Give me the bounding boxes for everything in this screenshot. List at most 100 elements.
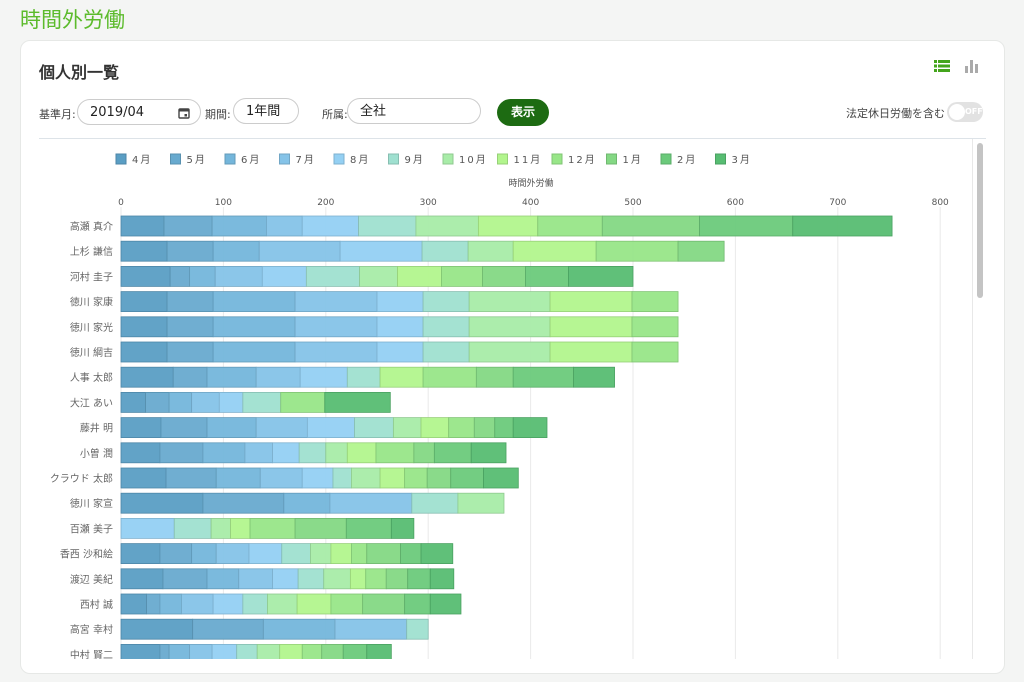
- bar-segment: [120, 568, 164, 590]
- bar-segment: [350, 467, 381, 489]
- toggle-knob: [949, 104, 965, 120]
- row-label: 高宮 幸村: [70, 623, 113, 636]
- bar-segment: [280, 391, 326, 413]
- bar-segment: [294, 341, 378, 363]
- bar-segment: [120, 215, 165, 237]
- legend-label: 10月: [459, 154, 488, 166]
- bar-segment: [297, 568, 325, 590]
- bar-segment: [192, 618, 264, 640]
- row-label: 徳川 家光: [70, 321, 113, 334]
- bar-segment: [404, 593, 431, 615]
- bar-segment: [212, 240, 260, 262]
- bar-segment: [537, 215, 603, 237]
- bar-segment: [366, 543, 401, 565]
- bar-segment: [120, 266, 171, 287]
- bar-segment: [145, 391, 170, 413]
- bar-segment: [120, 492, 204, 514]
- legend-swatch: [388, 153, 399, 165]
- bar-segment: [256, 643, 281, 659]
- bar-segment: [172, 366, 208, 388]
- period-select[interactable]: 1年間: [233, 98, 299, 124]
- bar-segment: [332, 467, 352, 489]
- bar-segment: [283, 492, 331, 514]
- base-month-input[interactable]: 2019/04: [77, 99, 201, 125]
- bar-segment: [159, 442, 204, 464]
- holiday-work-label: 法定休日労働を含む: [846, 107, 945, 120]
- calendar-icon[interactable]: [178, 107, 190, 119]
- bar-segment: [429, 593, 462, 615]
- legend-swatch: [660, 153, 672, 165]
- chart-scrollbar[interactable]: [972, 139, 987, 659]
- bar-segment: [407, 568, 431, 590]
- bar-segment: [422, 341, 470, 363]
- bar-segment: [146, 593, 161, 615]
- bar-segment: [120, 543, 161, 565]
- bar-segment: [215, 467, 261, 489]
- bar-segment: [210, 517, 231, 539]
- row-label: 高瀬 真介: [70, 220, 113, 233]
- bar-segment: [339, 240, 423, 262]
- row-label: 河村 圭子: [70, 270, 113, 283]
- chart-scroll-area[interactable]: 4月 5月 6月 7月 8月 9月 10月 11月 12月 1月 2月 3月 時間外労働 0 100 200 3…: [41, 139, 971, 659]
- bar-segment: [242, 391, 282, 413]
- legend-swatch: [115, 153, 127, 165]
- bar-segment: [413, 442, 435, 464]
- bar-segment: [166, 291, 214, 313]
- bar-segment: [181, 593, 214, 615]
- x-axis-title: 時間外労働: [508, 177, 553, 189]
- bar-segment: [450, 467, 484, 489]
- toggle-state: OFF: [965, 107, 983, 116]
- bar-segment: [321, 643, 344, 659]
- bar-segment: [249, 517, 296, 539]
- bar-segment: [349, 568, 367, 590]
- bar-segment: [306, 417, 355, 439]
- bar-segment: [379, 366, 424, 388]
- bar-segment: [376, 316, 424, 338]
- bar-segment: [212, 316, 296, 338]
- bar-segment: [294, 316, 378, 338]
- bar-segment: [189, 266, 216, 287]
- holiday-work-toggle[interactable]: OFF: [947, 102, 983, 122]
- bar-segment: [163, 215, 213, 237]
- row-label: 中村 賢二: [70, 648, 113, 659]
- department-select[interactable]: 全社: [347, 98, 481, 124]
- row-label: 大江 あい: [70, 396, 113, 409]
- bar-segment: [342, 643, 368, 659]
- row-label: 渡辺 美紀: [70, 573, 113, 586]
- bar-segment: [362, 593, 406, 615]
- scrollbar-thumb[interactable]: [977, 143, 983, 298]
- base-month-value: 2019/04: [90, 105, 145, 120]
- bar-segment: [441, 266, 483, 287]
- bar-segment: [212, 593, 244, 615]
- bar-segment: [294, 291, 378, 313]
- bar-segment: [160, 417, 208, 439]
- bar-segment: [421, 240, 469, 262]
- bar-segment: [165, 467, 217, 489]
- bar-segment: [477, 215, 539, 237]
- bar-segment: [261, 266, 307, 287]
- row-label: 徳川 家宣: [70, 497, 113, 510]
- bar-segment: [120, 316, 168, 338]
- bar-segment: [415, 215, 479, 237]
- bar-chart-icon[interactable]: [964, 59, 980, 73]
- page-title: 時間外労働: [20, 8, 125, 32]
- legend-swatch: [279, 153, 290, 165]
- legend-swatch: [551, 153, 563, 165]
- bar-segment: [573, 366, 615, 388]
- list-icon[interactable]: [934, 59, 950, 73]
- bar-segment: [159, 543, 193, 565]
- bar-segment: [330, 593, 364, 615]
- show-button[interactable]: 表示: [497, 99, 549, 126]
- bar-segment: [358, 215, 417, 237]
- bar-segment: [259, 467, 303, 489]
- bar-segment: [262, 618, 336, 640]
- bar-segment: [325, 442, 348, 464]
- row-label: 西村 誠: [80, 598, 113, 611]
- bar-segment: [166, 240, 214, 262]
- bar-segment: [202, 492, 285, 514]
- bar-segment: [267, 593, 298, 615]
- bar-segment: [299, 366, 348, 388]
- bar-segment: [422, 366, 477, 388]
- bar-segment: [324, 391, 391, 413]
- bar-segment: [470, 442, 507, 464]
